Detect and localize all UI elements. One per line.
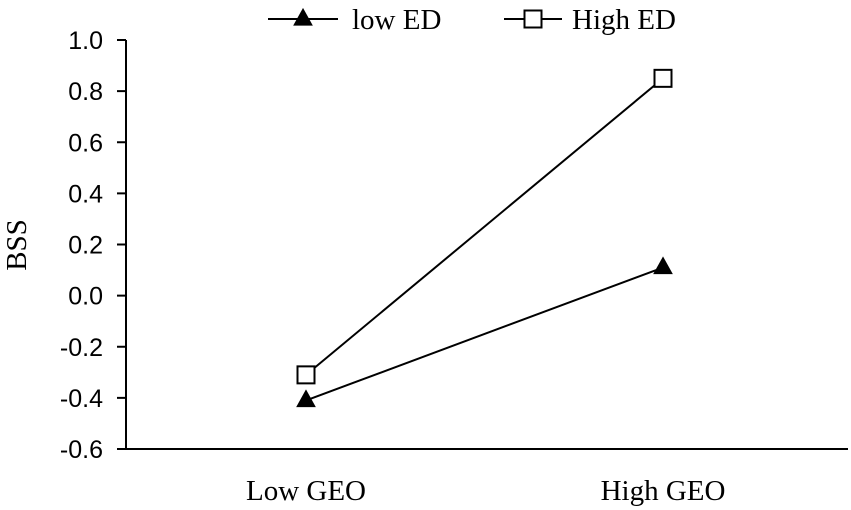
- axes: [125, 40, 848, 450]
- legend-triangle-marker: [293, 7, 313, 26]
- series-line-0: [305, 266, 664, 402]
- data-point-square: [653, 68, 673, 88]
- x-ticks: Low GEO High GEO: [246, 475, 725, 507]
- data-point-triangle: [653, 256, 673, 275]
- x-tick-label: Low GEO: [246, 475, 366, 507]
- series-lines: [305, 77, 664, 402]
- y-axis-label: BSS: [1, 219, 33, 271]
- y-tick-label: 1.0: [68, 27, 103, 55]
- series-line-1: [305, 77, 664, 376]
- y-tick-label: 0.4: [68, 180, 103, 208]
- y-tick-label: -0.2: [60, 334, 103, 362]
- data-point-triangle: [296, 389, 316, 408]
- y-tick-label: 0.2: [68, 232, 103, 260]
- y-tick-label: -0.4: [60, 385, 103, 413]
- legend-label: low ED: [352, 4, 441, 36]
- x-tick-label: High GEO: [601, 475, 726, 507]
- legend-square-marker: [523, 9, 543, 29]
- legend-label: High ED: [572, 4, 676, 36]
- series-markers: [296, 68, 673, 408]
- y-tick-label: 0.8: [68, 78, 103, 106]
- y-ticks: 1.0 0.8 0.6 0.4 0.2 0.0 -0.2 -0.4 -0.6: [60, 27, 126, 464]
- y-tick-label: -0.6: [60, 436, 103, 464]
- legend: low ED High ED: [268, 4, 676, 36]
- y-tick-label: 0.0: [68, 283, 103, 311]
- y-tick-label: 0.6: [68, 129, 103, 157]
- data-point-square: [296, 365, 316, 385]
